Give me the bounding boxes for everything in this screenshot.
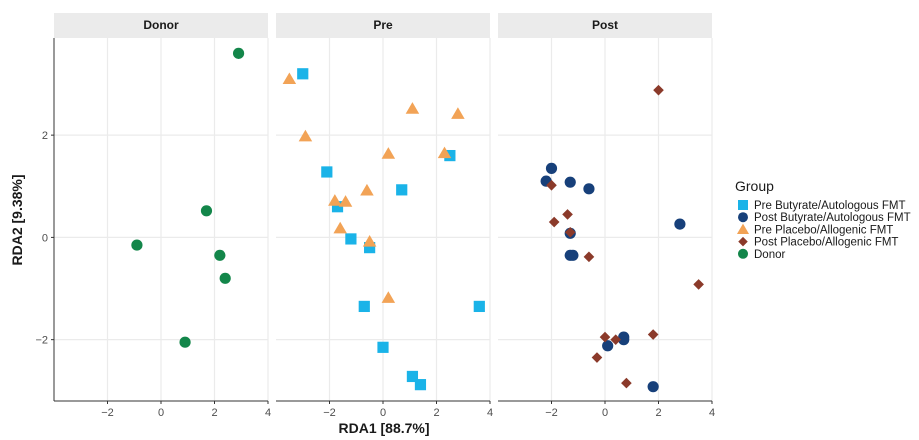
legend-item: Post Butyrate/Autologous FMT	[738, 212, 911, 224]
data-point	[610, 334, 622, 345]
legend-item: Pre Butyrate/Autologous FMT	[738, 200, 905, 212]
data-point	[647, 329, 659, 340]
facet-panel-pre: Pre −2 0 2 4	[276, 13, 493, 419]
data-point	[564, 176, 576, 188]
facet-strip	[276, 13, 490, 38]
y-tick-label: 0	[42, 232, 48, 244]
data-point	[621, 377, 632, 389]
x-tick-label: 0	[158, 407, 164, 419]
x-tick-label: 2	[433, 407, 439, 419]
data-point	[381, 291, 396, 303]
points-pre	[282, 68, 485, 391]
data-point	[693, 279, 704, 290]
facet-panels: Donor −2 0 2 4 Pre −2 0 2 4 Post −2 0 2 4	[54, 13, 715, 419]
data-point	[674, 218, 686, 230]
facet-panel-post: Post −2 0 2 4	[498, 13, 715, 419]
data-point	[444, 149, 456, 162]
data-point	[583, 183, 595, 195]
data-point	[567, 249, 579, 261]
x-tick-label: 4	[709, 407, 715, 419]
facet-strip-label: Pre	[373, 18, 393, 32]
data-point	[232, 47, 245, 59]
legend-label: Post Butyrate/Autologous FMT	[754, 212, 911, 224]
legend-key-square-icon	[738, 200, 748, 210]
data-point	[179, 336, 191, 348]
y-axis-tick-labels: −2 0 2	[35, 130, 54, 347]
data-point	[618, 334, 630, 346]
data-point	[548, 216, 560, 228]
legend-key-triangle-icon	[736, 223, 750, 234]
data-point	[328, 194, 342, 206]
data-point	[345, 233, 357, 245]
legend-label: Pre Placebo/Allogenic FMT	[754, 224, 893, 236]
data-point	[298, 129, 313, 142]
data-point	[647, 381, 659, 393]
data-point	[545, 162, 558, 174]
data-point	[200, 205, 213, 217]
data-point	[131, 239, 143, 251]
x-tick-label: 4	[265, 407, 271, 419]
x-tick-label: 4	[487, 407, 493, 419]
x-tick-label: 0	[602, 407, 608, 419]
legend-key-diamond-icon	[738, 236, 748, 247]
data-point	[360, 183, 374, 196]
facet-strip	[54, 13, 268, 38]
data-point	[406, 370, 419, 383]
y-axis-title: RDA2 [9.38%]	[9, 174, 25, 265]
data-point	[437, 146, 452, 159]
y-tick-label: 2	[42, 130, 48, 142]
data-point	[321, 166, 333, 178]
data-point	[473, 300, 485, 313]
legend-key-circle-icon	[738, 248, 748, 259]
data-point	[562, 209, 573, 220]
x-tick-label: −2	[545, 407, 558, 419]
data-point	[414, 379, 427, 391]
facet-strip-label: Post	[592, 18, 618, 32]
data-point	[396, 184, 408, 196]
data-point	[591, 352, 603, 363]
y-tick-label: −2	[35, 335, 48, 347]
legend-label: Donor	[754, 249, 785, 261]
data-point	[381, 147, 396, 159]
data-point	[331, 201, 344, 213]
data-point	[333, 221, 347, 234]
data-point	[214, 249, 226, 261]
data-point	[377, 341, 389, 353]
legend-label: Post Placebo/Allogenic FMT	[754, 237, 898, 249]
points-donor	[131, 47, 245, 348]
x-tick-label: −2	[323, 407, 336, 419]
data-point	[564, 226, 576, 238]
legend-item: Post Placebo/Allogenic FMT	[738, 237, 898, 249]
legend-title: Group	[735, 178, 774, 194]
facet-strip	[498, 13, 712, 38]
data-point	[297, 68, 309, 80]
legend-item: Pre Placebo/Allogenic FMT	[736, 223, 893, 236]
x-tick-label: 2	[655, 407, 661, 419]
data-point	[546, 179, 557, 191]
data-point	[364, 242, 376, 254]
data-point	[583, 251, 595, 263]
x-tick-label: −2	[101, 407, 114, 419]
points-post	[540, 84, 704, 393]
facet-panel-donor: Donor −2 0 2 4	[54, 13, 271, 419]
x-tick-label: 0	[380, 407, 386, 419]
legend-label: Pre Butyrate/Autologous FMT	[754, 200, 905, 212]
data-point	[653, 84, 664, 96]
data-point	[602, 340, 614, 352]
legend-item: Donor	[738, 249, 785, 261]
x-axis-title: RDA1 [88.7%]	[338, 420, 429, 436]
data-point	[362, 235, 377, 247]
data-point	[451, 107, 465, 119]
facet-strip-label: Donor	[143, 18, 179, 32]
x-tick-label: 2	[211, 407, 217, 419]
data-point	[405, 102, 420, 114]
legend-key-circle-icon	[738, 212, 748, 223]
data-point	[358, 300, 370, 313]
data-point	[338, 195, 353, 207]
data-point	[599, 331, 611, 343]
data-point	[219, 272, 231, 284]
data-point	[282, 72, 297, 85]
